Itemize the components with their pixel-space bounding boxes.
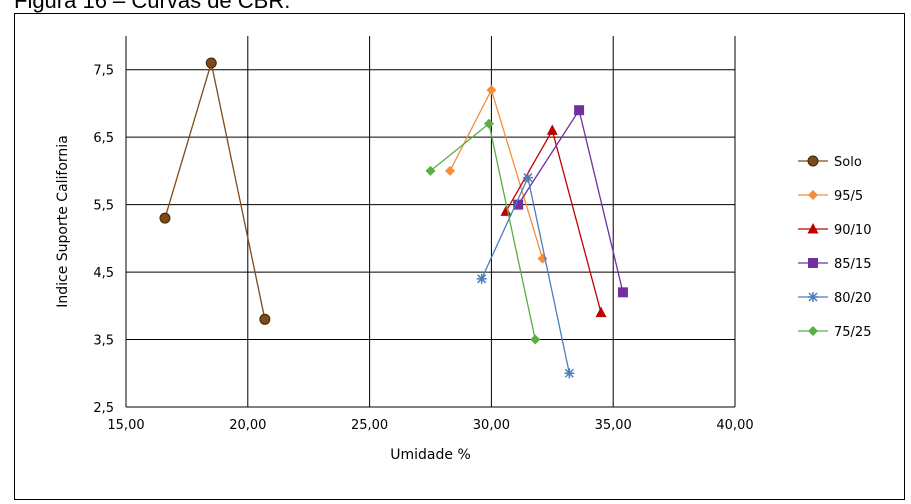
y-tick-label: 4,5 bbox=[93, 266, 114, 281]
chart-series bbox=[159, 57, 628, 379]
series-80-20 bbox=[476, 172, 575, 379]
y-tick-label: 5,5 bbox=[93, 199, 114, 214]
data-point-90-10-2 bbox=[595, 306, 607, 318]
series-line-90-10 bbox=[505, 128, 602, 313]
legend-item-95-5: 95/5 bbox=[798, 189, 863, 204]
legend-marker bbox=[808, 292, 818, 302]
chart-tick-labels: 2,5 3,5 4,5 5,5 6,5 7,5 15,00 20,00 25,00 30,00 35… bbox=[93, 64, 753, 433]
legend-item-85-15: 85/15 bbox=[798, 257, 871, 272]
chart-grid bbox=[125, 36, 736, 408]
data-point-85-15-1 bbox=[574, 105, 585, 116]
data-point-80-20-0 bbox=[476, 273, 487, 284]
data-point-90-10-0 bbox=[500, 205, 512, 216]
data-point-90-10-1 bbox=[546, 124, 558, 135]
legend-label: 85/15 bbox=[834, 257, 871, 272]
legend-item-80-20: 80/20 bbox=[798, 291, 871, 306]
legend-label: 95/5 bbox=[834, 189, 863, 204]
data-point-85-15-2 bbox=[617, 287, 628, 298]
data-point-solo-2 bbox=[259, 313, 271, 325]
x-tick-label: 20,00 bbox=[229, 418, 266, 433]
data-point-80-20-2 bbox=[564, 368, 575, 379]
chart-legend: Solo 95/5 90/10 85/15 80/20 75/25 bbox=[798, 155, 871, 340]
data-point-solo-0 bbox=[159, 212, 171, 224]
series-line-80-20 bbox=[481, 175, 570, 374]
legend-label: 80/20 bbox=[834, 291, 871, 306]
y-axis-label: Indice Suporte California bbox=[55, 135, 71, 308]
figure-caption: Figura 16 – Curvas de CBR. bbox=[14, 0, 291, 13]
legend-marker bbox=[807, 223, 819, 234]
series-line-75-25 bbox=[430, 122, 536, 340]
legend-label: 90/10 bbox=[834, 223, 871, 238]
cbr-chart: 2,5 3,5 4,5 5,5 6,5 7,5 15,00 20,00 25,00 30,00 35… bbox=[55, 36, 871, 463]
data-point-75-25-2 bbox=[530, 334, 541, 345]
legend-marker bbox=[808, 258, 818, 268]
series-line-solo bbox=[164, 62, 266, 320]
legend-marker bbox=[807, 155, 819, 167]
series-85-15 bbox=[513, 105, 628, 298]
y-tick-label: 7,5 bbox=[93, 64, 114, 79]
y-tick-label: 2,5 bbox=[93, 401, 114, 416]
legend-item-75-25: 75/25 bbox=[798, 325, 871, 340]
legend-marker bbox=[808, 326, 818, 336]
legend-item-90-10: 90/10 bbox=[798, 223, 871, 238]
legend-marker bbox=[808, 190, 818, 200]
legend-label: 75/25 bbox=[834, 325, 871, 340]
x-tick-label: 25,00 bbox=[351, 418, 388, 433]
series-90-10 bbox=[500, 124, 607, 318]
x-tick-label: 35,00 bbox=[595, 418, 632, 433]
data-point-75-25-1 bbox=[483, 118, 494, 129]
data-point-85-15-0 bbox=[513, 199, 524, 210]
data-point-solo-1 bbox=[205, 57, 217, 69]
series-75-25 bbox=[425, 118, 541, 345]
data-point-75-25-0 bbox=[425, 165, 436, 176]
x-axis-label: Umidade % bbox=[390, 447, 471, 463]
x-tick-label: 30,00 bbox=[473, 418, 510, 433]
data-point-80-20-1 bbox=[522, 172, 533, 183]
chart-frame: 2,5 3,5 4,5 5,5 6,5 7,5 15,00 20,00 25,00 30,00 35… bbox=[14, 13, 905, 500]
legend-item-solo: Solo bbox=[798, 155, 862, 170]
series-solo bbox=[159, 57, 271, 325]
data-point-95-5-1 bbox=[486, 84, 497, 95]
legend-label: Solo bbox=[834, 155, 862, 170]
data-point-95-5-0 bbox=[444, 165, 455, 176]
x-tick-label: 40,00 bbox=[716, 418, 753, 433]
y-tick-label: 6,5 bbox=[93, 131, 114, 146]
y-tick-label: 3,5 bbox=[93, 334, 114, 349]
x-tick-label: 15,00 bbox=[107, 418, 144, 433]
